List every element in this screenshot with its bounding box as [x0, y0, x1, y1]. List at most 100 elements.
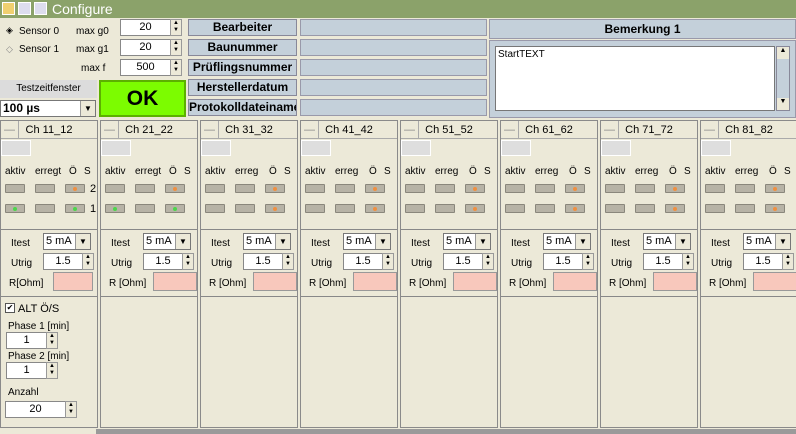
window-icon[interactable]	[18, 2, 31, 15]
led-erregt[interactable]	[135, 204, 155, 213]
chevron-down-icon[interactable]: ▼	[775, 234, 790, 249]
utrig-input[interactable]: 1.5	[243, 253, 282, 270]
testzeitfenster-select[interactable]: 100 µs ▼	[0, 100, 96, 117]
led-erregt[interactable]	[235, 184, 255, 193]
led-aktiv[interactable]	[305, 184, 325, 193]
utrig-input[interactable]: 1.5	[643, 253, 682, 270]
itest-select[interactable]: 5 mA ▼	[143, 233, 191, 250]
led-os[interactable]	[465, 184, 485, 193]
ok-button[interactable]: OK	[99, 80, 186, 117]
led-aktiv[interactable]	[605, 204, 625, 213]
chevron-down-icon[interactable]: ▼	[675, 234, 690, 249]
itest-select[interactable]: 5 mA ▼	[443, 233, 491, 250]
utrig-spinner[interactable]: ▲ ▼	[182, 253, 194, 270]
collapse-button[interactable]: —	[101, 121, 119, 139]
utrig-input[interactable]: 1.5	[743, 253, 782, 270]
chevron-down-icon[interactable]: ▼	[175, 234, 190, 249]
led-erregt[interactable]	[135, 184, 155, 193]
utrig-input[interactable]: 1.5	[143, 253, 182, 270]
led-os[interactable]	[465, 204, 485, 213]
led-erregt[interactable]	[35, 184, 55, 193]
led-os[interactable]	[165, 204, 185, 213]
utrig-input[interactable]: 1.5	[43, 253, 82, 270]
led-os[interactable]	[365, 204, 385, 213]
itest-select[interactable]: 5 mA ▼	[643, 233, 691, 250]
max-g1-input[interactable]: 20	[120, 39, 170, 56]
utrig-input[interactable]: 1.5	[343, 253, 382, 270]
chevron-down-icon[interactable]: ▼	[275, 234, 290, 249]
led-aktiv[interactable]	[105, 204, 125, 213]
herstellerdatum-input[interactable]	[300, 79, 487, 96]
max-g1-spinner[interactable]: ▲ ▼	[170, 39, 182, 56]
utrig-spinner[interactable]: ▲ ▼	[82, 253, 94, 270]
led-aktiv[interactable]	[205, 204, 225, 213]
utrig-input[interactable]: 1.5	[443, 253, 482, 270]
itest-select[interactable]: 5 mA ▼	[543, 233, 591, 250]
led-erregt[interactable]	[435, 184, 455, 193]
led-erregt[interactable]	[535, 184, 555, 193]
pruflingsnummer-input[interactable]	[300, 59, 487, 76]
led-os[interactable]	[165, 184, 185, 193]
itest-select[interactable]: 5 mA ▼	[343, 233, 391, 250]
led-erregt[interactable]	[235, 204, 255, 213]
itest-select[interactable]: 5 mA ▼	[43, 233, 91, 250]
led-erregt[interactable]	[335, 184, 355, 193]
itest-select[interactable]: 5 mA ▼	[743, 233, 791, 250]
collapse-button[interactable]: —	[201, 121, 219, 139]
led-os[interactable]	[65, 204, 85, 213]
led-aktiv[interactable]	[205, 184, 225, 193]
horizontal-scrollbar[interactable]	[96, 429, 796, 434]
led-aktiv[interactable]	[5, 204, 25, 213]
scroll-down-icon[interactable]: ▼	[777, 98, 789, 110]
chevron-down-icon[interactable]: ▼	[75, 234, 90, 249]
led-os[interactable]	[565, 184, 585, 193]
max-f-spinner[interactable]: ▲ ▼	[170, 59, 182, 76]
remark-textarea[interactable]: StartTEXT	[495, 46, 775, 111]
led-os[interactable]	[365, 184, 385, 193]
led-erregt[interactable]	[635, 184, 655, 193]
led-os[interactable]	[265, 204, 285, 213]
collapse-button[interactable]: —	[1, 121, 19, 139]
utrig-spinner[interactable]: ▲ ▼	[782, 253, 794, 270]
phase2-spinner[interactable]: ▲ ▼	[46, 362, 58, 379]
utrig-input[interactable]: 1.5	[543, 253, 582, 270]
utrig-spinner[interactable]: ▲ ▼	[482, 253, 494, 270]
chevron-down-icon[interactable]: ▼	[475, 234, 490, 249]
utrig-spinner[interactable]: ▲ ▼	[382, 253, 394, 270]
led-aktiv[interactable]	[405, 184, 425, 193]
led-aktiv[interactable]	[505, 204, 525, 213]
led-erregt[interactable]	[635, 204, 655, 213]
phase1-spinner[interactable]: ▲ ▼	[46, 332, 58, 349]
itest-select[interactable]: 5 mA ▼	[243, 233, 291, 250]
phase1-input[interactable]: 1	[6, 332, 46, 349]
led-erregt[interactable]	[335, 204, 355, 213]
scroll-up-icon[interactable]: ▲	[777, 47, 789, 59]
led-erregt[interactable]	[35, 204, 55, 213]
collapse-button[interactable]: —	[501, 121, 519, 139]
led-aktiv[interactable]	[605, 184, 625, 193]
led-aktiv[interactable]	[405, 204, 425, 213]
led-os[interactable]	[265, 184, 285, 193]
led-os[interactable]	[665, 204, 685, 213]
led-erregt[interactable]	[735, 184, 755, 193]
led-aktiv[interactable]	[705, 204, 725, 213]
anzahl-spinner[interactable]: ▲ ▼	[65, 401, 77, 418]
led-aktiv[interactable]	[305, 204, 325, 213]
remark-scrollbar[interactable]: ▲ ▼	[776, 46, 790, 111]
led-os[interactable]	[765, 204, 785, 213]
led-os[interactable]	[665, 184, 685, 193]
radio-sensor-0[interactable]: ◈	[6, 25, 13, 35]
collapse-button[interactable]: —	[401, 121, 419, 139]
led-os[interactable]	[565, 204, 585, 213]
led-aktiv[interactable]	[505, 184, 525, 193]
led-erregt[interactable]	[735, 204, 755, 213]
anzahl-input[interactable]: 20	[5, 401, 65, 418]
collapse-button[interactable]: —	[701, 121, 719, 139]
max-g0-input[interactable]: 20	[120, 19, 170, 36]
led-os[interactable]	[765, 184, 785, 193]
alt-checkbox[interactable]: ✔	[5, 303, 15, 313]
bearbeiter-input[interactable]	[300, 19, 487, 36]
utrig-spinner[interactable]: ▲ ▼	[582, 253, 594, 270]
led-aktiv[interactable]	[705, 184, 725, 193]
phase2-input[interactable]: 1	[6, 362, 46, 379]
